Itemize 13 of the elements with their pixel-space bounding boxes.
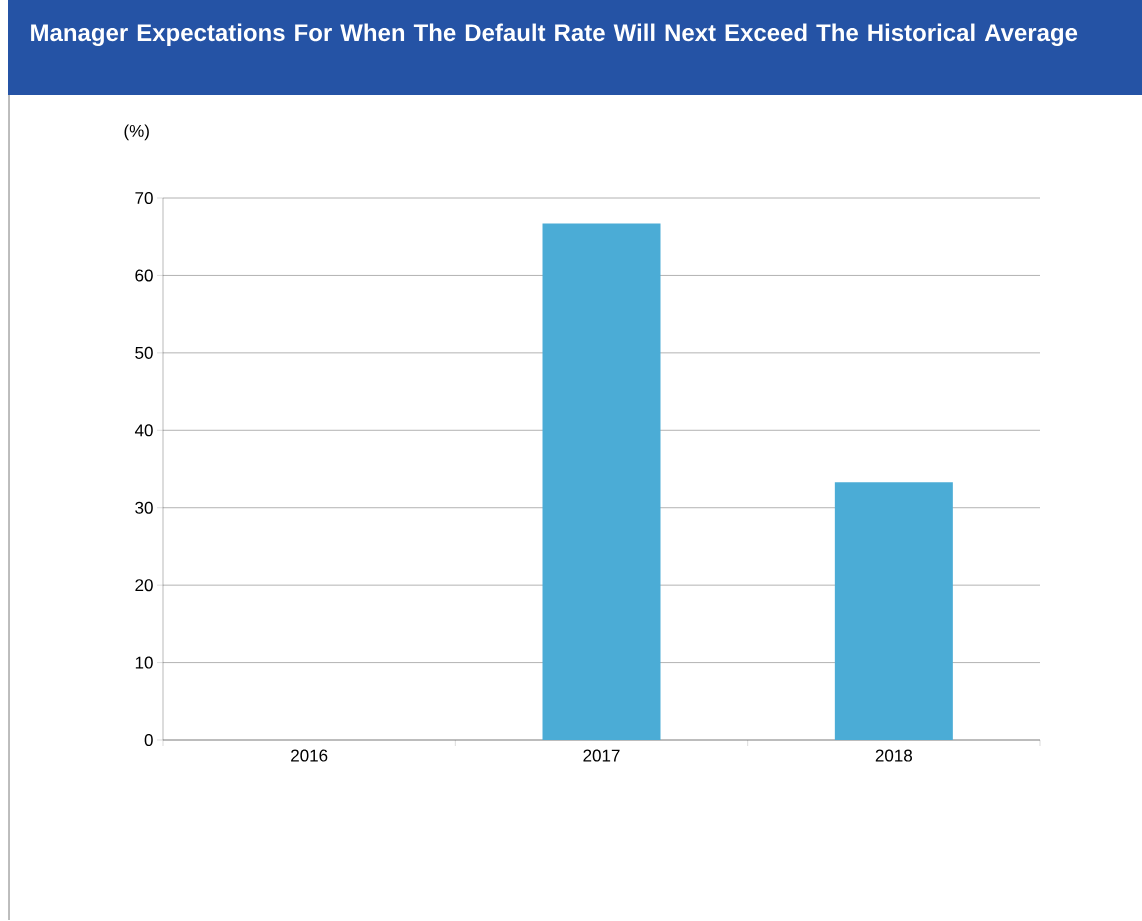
- x-tick-label: 2018: [875, 749, 913, 762]
- x-tick-label: 2017: [583, 749, 620, 762]
- y-tick-label: 20: [135, 579, 153, 592]
- y-tick-label: 60: [135, 269, 153, 282]
- x-tick-label: 2016: [291, 749, 328, 762]
- chart-title: Manager Expectations For When The Default Rate Will Next Exceed The Historical Average: [31, 23, 1078, 47]
- y-tick-label: 30: [135, 501, 153, 514]
- y-tick-label: 50: [135, 346, 153, 360]
- y-axis-title: (%): [124, 124, 149, 141]
- y-tick-label: 0: [144, 734, 153, 747]
- y-tick-label: 70: [135, 192, 153, 205]
- y-tick-label: 40: [134, 424, 153, 437]
- y-tick-label: 10: [135, 656, 153, 669]
